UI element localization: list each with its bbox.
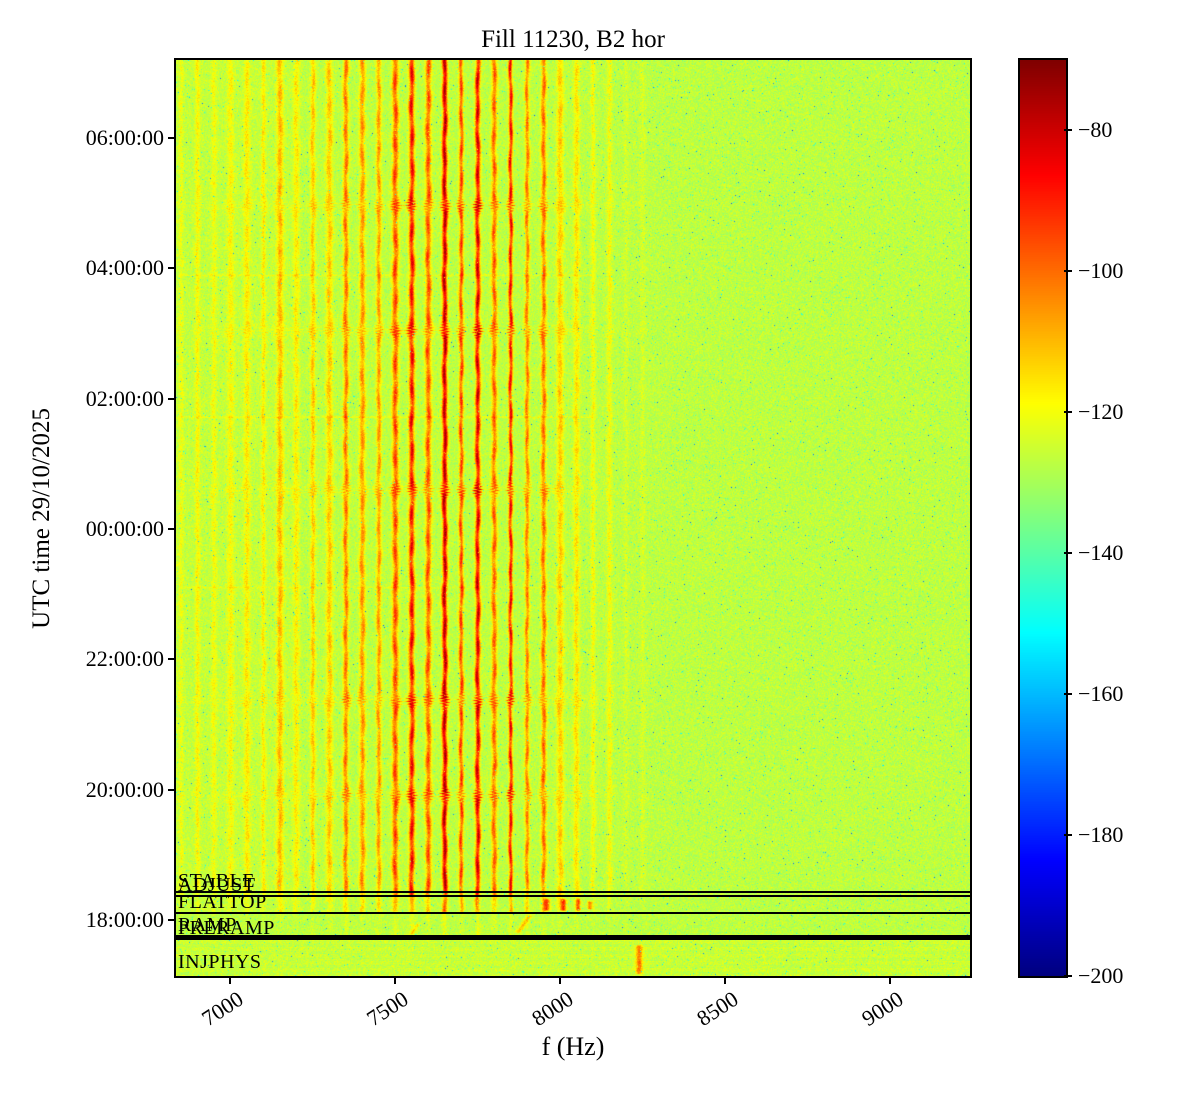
beam-mode-line: [176, 890, 970, 893]
beam-mode-label-preramp: PRERAMP: [178, 916, 275, 939]
beam-mode-label-adjust: ADJUST: [178, 873, 256, 896]
colorbar-tick-mark: [1064, 975, 1072, 977]
beam-mode-label-injphys: INJPHYS: [178, 950, 262, 973]
y-axis-tick-label: 00:00:00: [85, 516, 164, 542]
spectrogram-canvas: [176, 60, 970, 976]
y-axis-tick-label: 06:00:00: [85, 125, 164, 151]
beam-mode-line: [176, 937, 970, 941]
x-axis-tick-mark: [229, 976, 232, 984]
x-axis-label: f (Hz): [541, 1032, 605, 1061]
y-axis-tick-mark: [168, 658, 176, 661]
y-axis-tick-label: 20:00:00: [85, 776, 164, 802]
beam-mode-line: [176, 894, 970, 897]
x-axis-tick-label: 7500: [362, 986, 413, 1031]
y-axis-tick-label: 04:00:00: [85, 255, 164, 281]
x-axis-tick-label: 7000: [197, 986, 248, 1031]
beam-mode-line: [176, 934, 970, 938]
y-axis-tick-mark: [168, 788, 176, 791]
x-axis-tick-label: 9000: [857, 986, 908, 1031]
colorbar-tick-label: −80: [1078, 117, 1113, 143]
x-axis-tick-mark: [559, 976, 562, 984]
y-axis-tick-mark: [168, 528, 176, 531]
colorbar-tick-mark: [1064, 270, 1072, 273]
x-axis-tick-label: 8000: [527, 986, 578, 1031]
colorbar-tick-mark: [1064, 129, 1072, 132]
colorbar-tick-label: −100: [1078, 258, 1124, 284]
colorbar-tick-mark: [1064, 411, 1072, 414]
y-axis-tick-label: 02:00:00: [85, 385, 164, 411]
x-axis-tick-mark: [394, 976, 397, 984]
y-axis-tick-mark: [168, 397, 176, 400]
beam-mode-label-flattop: FLATTOP: [178, 890, 267, 913]
y-axis-tick-mark: [168, 267, 176, 270]
colorbar-tick-label: −160: [1078, 681, 1124, 707]
y-axis-tick-label: 18:00:00: [85, 906, 164, 932]
colorbar-tick-label: −140: [1078, 540, 1124, 566]
x-axis-tick-mark: [724, 976, 727, 984]
colorbar-tick-label: −180: [1078, 822, 1124, 848]
x-axis-tick-mark: [889, 976, 892, 984]
y-axis-tick-label: 22:00:00: [85, 646, 164, 672]
colorbar-tick-label: −120: [1078, 399, 1124, 425]
y-axis-tick-mark: [168, 918, 176, 921]
colorbar-tick-mark: [1064, 834, 1072, 837]
beam-mode-line: [176, 911, 970, 914]
beam-mode-label-ramp: RAMP: [178, 914, 237, 937]
y-axis-tick-mark: [168, 137, 176, 140]
colorbar-canvas: [1020, 60, 1066, 976]
colorbar-tick-mark: [1064, 693, 1072, 696]
beam-mode-label-stable: STABLE: [178, 869, 255, 892]
x-axis-tick-label: 8500: [692, 986, 743, 1031]
colorbar-tick-label: −200: [1078, 963, 1124, 988]
plot-title: Fill 11230, B2 hor: [481, 26, 665, 53]
colorbar-tick-mark: [1064, 552, 1072, 555]
